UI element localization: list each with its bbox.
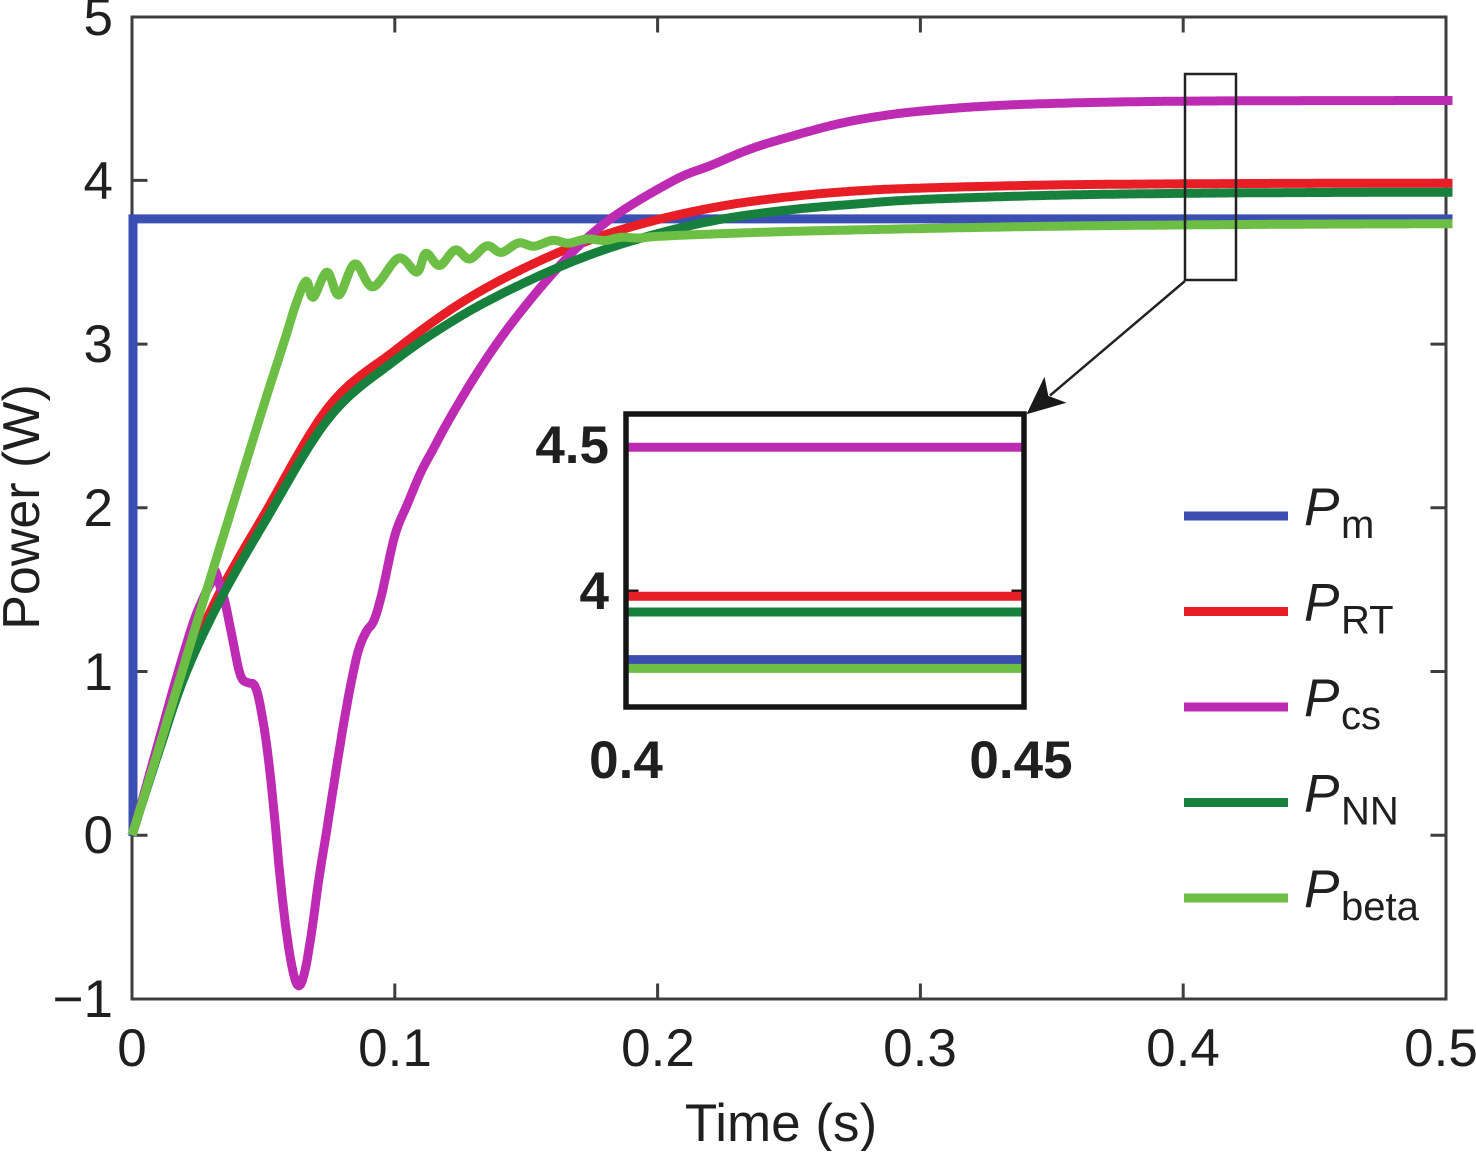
svg-text:0.5: 0.5 xyxy=(1404,1019,1476,1078)
svg-text:0.3: 0.3 xyxy=(883,1019,957,1078)
svg-text:0.45: 0.45 xyxy=(969,731,1072,790)
svg-text:Time (s): Time (s) xyxy=(685,1094,877,1151)
svg-text:0.4: 0.4 xyxy=(1146,1019,1220,1078)
svg-text:P: P xyxy=(1304,860,1340,919)
svg-text:4: 4 xyxy=(580,562,610,621)
svg-text:0.1: 0.1 xyxy=(358,1019,432,1078)
svg-text:0.2: 0.2 xyxy=(621,1019,695,1078)
svg-text:Power (W): Power (W) xyxy=(0,384,51,630)
svg-text:4.5: 4.5 xyxy=(535,416,609,475)
svg-text:−1: −1 xyxy=(53,970,113,1029)
svg-text:5: 5 xyxy=(84,0,113,47)
svg-text:P: P xyxy=(1304,765,1340,824)
svg-text:0: 0 xyxy=(84,806,113,865)
svg-text:beta: beta xyxy=(1341,885,1420,929)
svg-text:P: P xyxy=(1304,478,1340,537)
svg-text:P: P xyxy=(1304,669,1340,728)
svg-text:1: 1 xyxy=(84,643,113,702)
svg-text:4: 4 xyxy=(84,152,113,211)
svg-text:0.4: 0.4 xyxy=(589,731,663,790)
svg-text:0: 0 xyxy=(117,1019,146,1078)
svg-text:NN: NN xyxy=(1341,790,1399,834)
svg-text:cs: cs xyxy=(1341,694,1381,738)
svg-text:RT: RT xyxy=(1341,599,1394,643)
svg-text:3: 3 xyxy=(84,315,113,374)
svg-text:2: 2 xyxy=(84,479,113,538)
svg-text:m: m xyxy=(1341,503,1374,547)
svg-text:P: P xyxy=(1304,574,1340,633)
